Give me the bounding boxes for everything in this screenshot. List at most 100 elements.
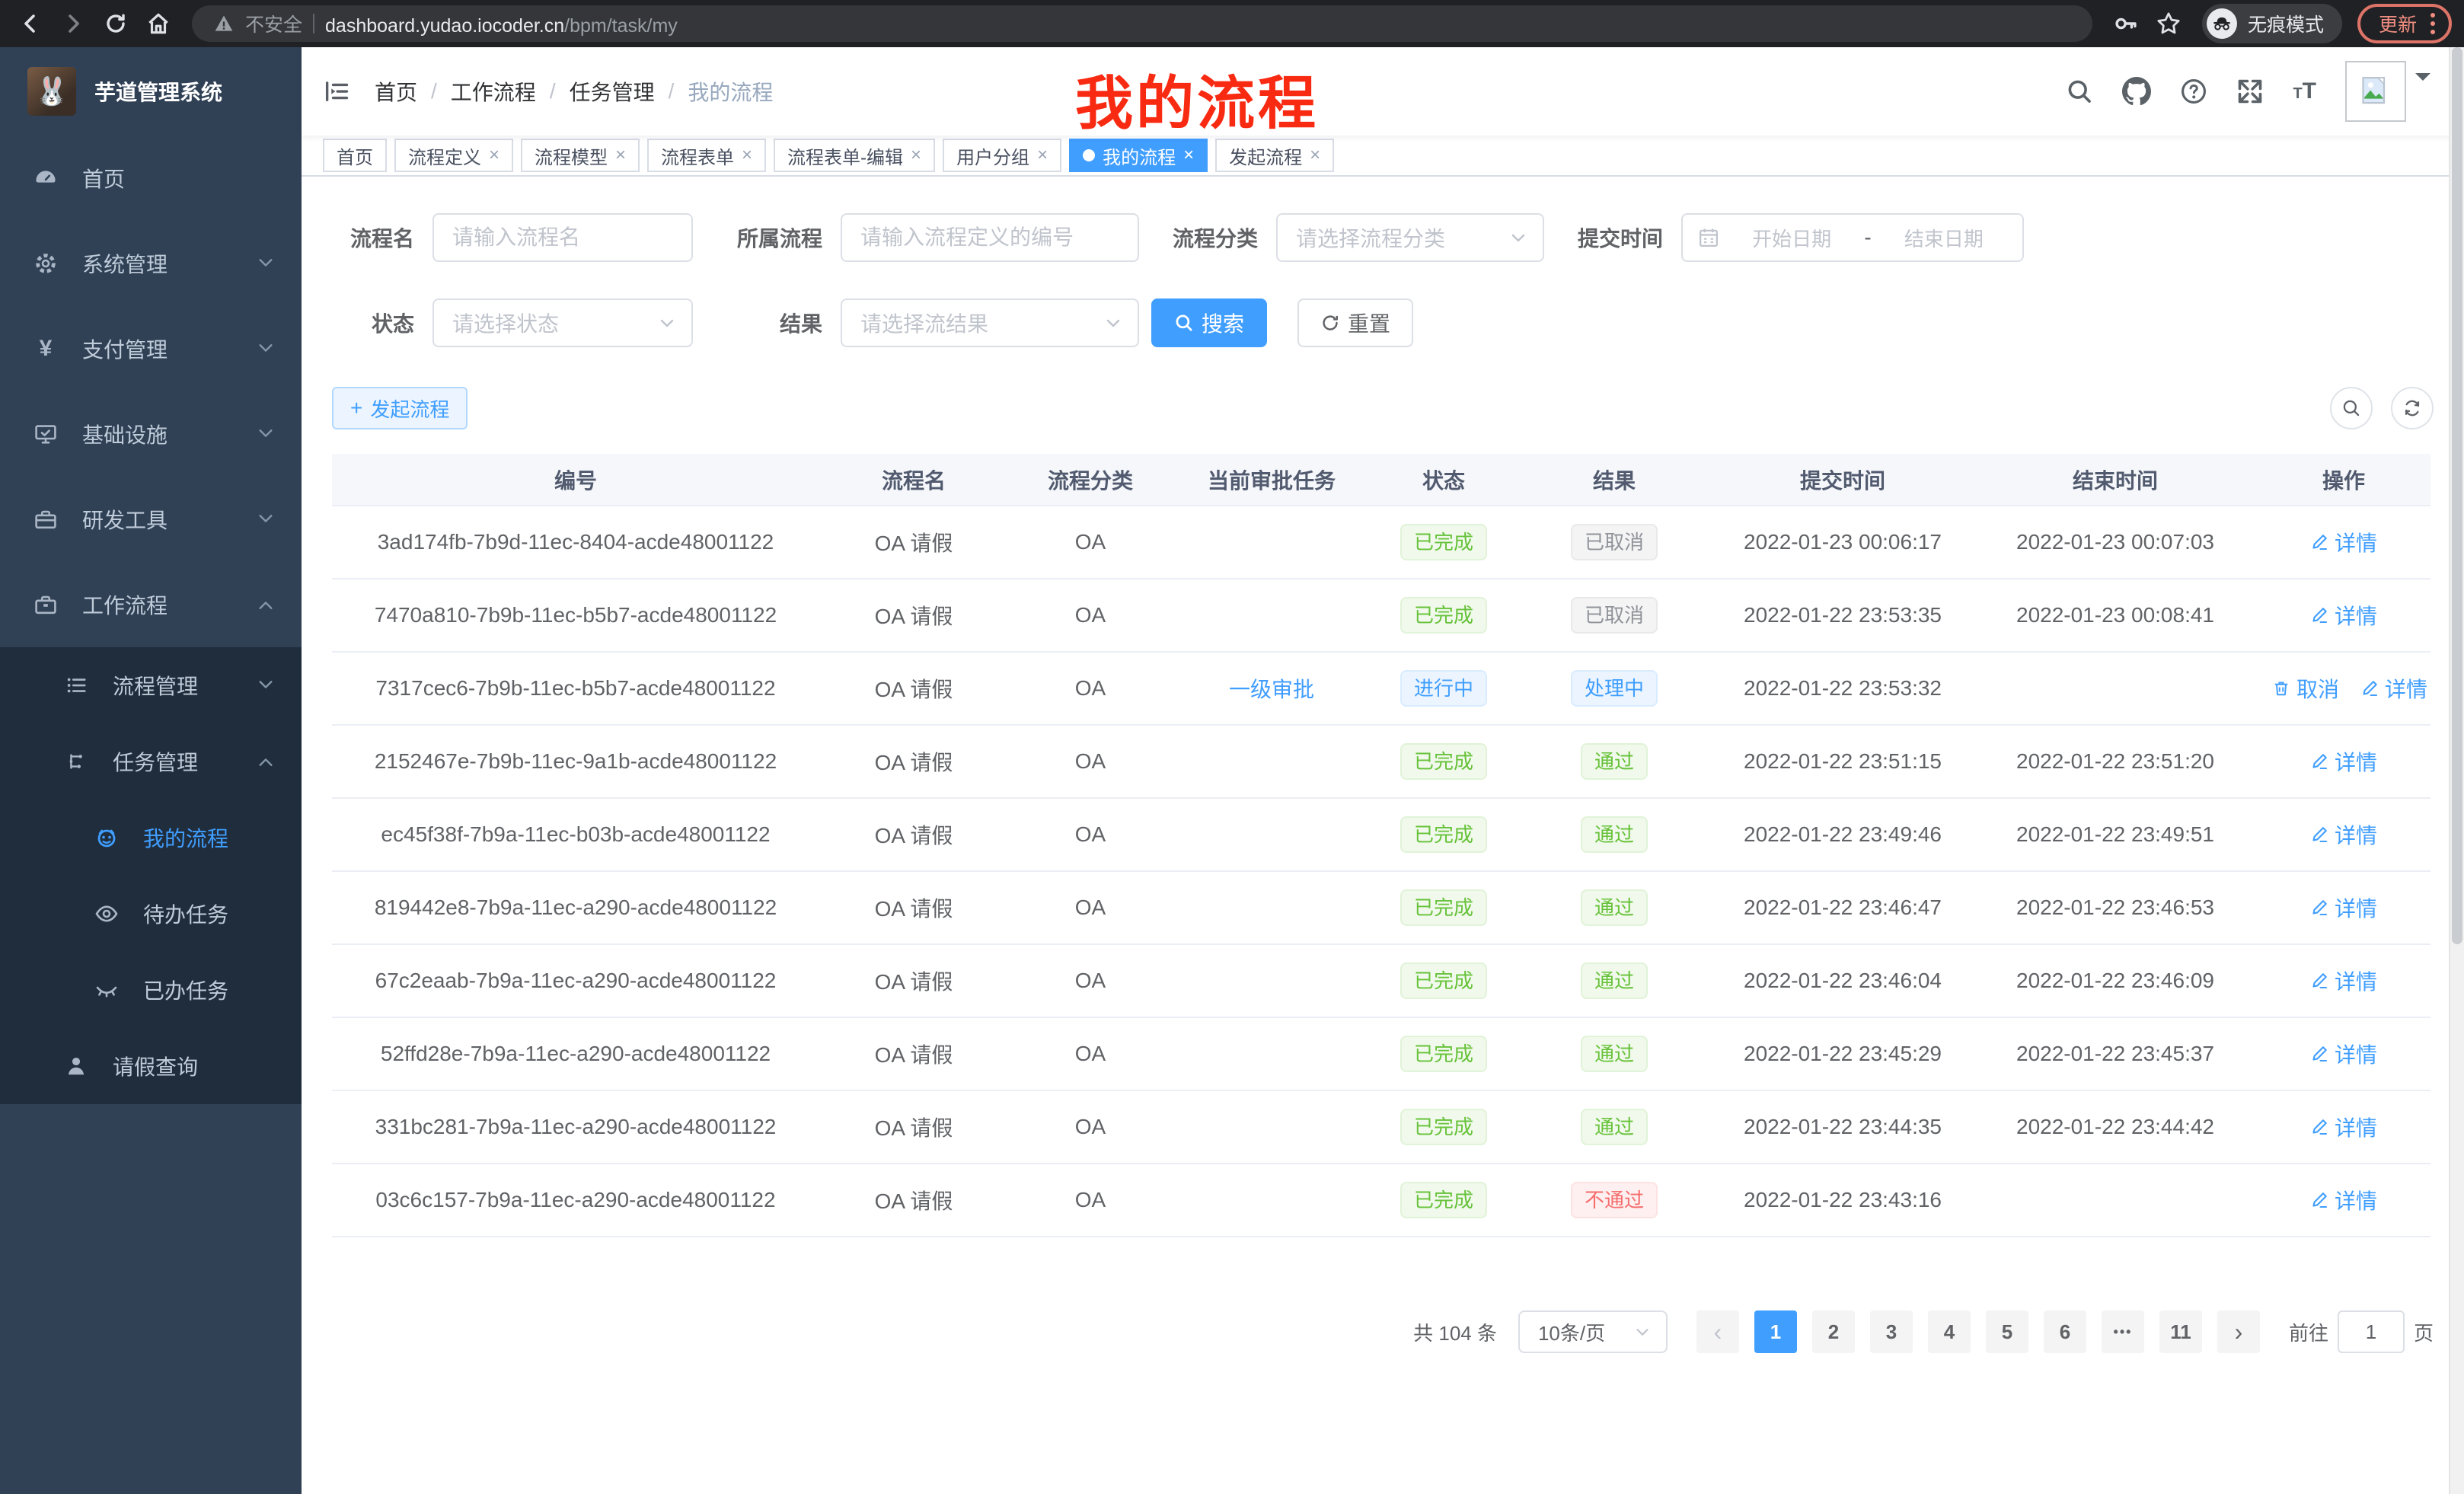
font-size-icon[interactable]: TT — [2293, 78, 2316, 104]
help-icon[interactable] — [2180, 78, 2207, 105]
close-icon[interactable]: × — [1310, 145, 1321, 165]
sidebar-item-done-tasks[interactable]: 已办任务 — [0, 952, 302, 1028]
avatar-caret-icon[interactable] — [2415, 73, 2430, 88]
close-icon[interactable]: × — [489, 145, 500, 165]
cell-id: 2152467e-7b9b-11ec-9a1b-acde48001122 — [332, 725, 819, 799]
scrollbar-thumb[interactable] — [2452, 47, 2462, 944]
security-label[interactable]: 不安全 — [245, 14, 303, 36]
status-select[interactable]: 请选择状态 — [432, 298, 693, 347]
tab-user-group[interactable]: 用户分组 × — [943, 139, 1062, 172]
page-button-11[interactable]: 11 — [2159, 1310, 2202, 1353]
password-key-icon[interactable] — [2108, 5, 2144, 42]
table-row: 819442e8-7b9a-11ec-a290-acde48001122 OA … — [332, 871, 2430, 945]
app-logo-row[interactable]: 🐰 芋道管理系统 — [0, 47, 302, 136]
result-badge: 通过 — [1580, 1109, 1648, 1145]
sidebar-item-home[interactable]: 首页 — [0, 136, 302, 221]
next-page-button[interactable]: › — [2217, 1310, 2260, 1353]
close-icon[interactable]: × — [1037, 145, 1048, 165]
page-size-select[interactable]: 10条/页 — [1518, 1310, 1668, 1353]
result-badge: 通过 — [1580, 889, 1648, 926]
search-icon[interactable] — [2066, 78, 2093, 105]
status-badge: 已完成 — [1400, 524, 1487, 560]
fullscreen-icon[interactable] — [2236, 78, 2264, 105]
page-button-3[interactable]: 3 — [1869, 1310, 1913, 1353]
sidebar-item-infrastructure[interactable]: 基础设施 — [0, 391, 302, 477]
tab-process-form[interactable]: 流程表单 × — [647, 139, 767, 172]
sidebar-item-payment[interactable]: ¥ 支付管理 — [0, 306, 302, 391]
goto-page-input[interactable] — [2337, 1310, 2405, 1353]
total-count: 共 104 条 — [1413, 1321, 1497, 1345]
page-button-2[interactable]: 2 — [1811, 1310, 1855, 1353]
avatar[interactable] — [2345, 61, 2406, 122]
url-divider — [313, 14, 315, 34]
browser-forward-button[interactable] — [55, 5, 91, 42]
tab-my-process[interactable]: 我的流程 × — [1069, 139, 1208, 172]
close-icon[interactable]: × — [615, 145, 627, 165]
address-bar[interactable]: 不安全 dashboard.yudao.iocoder.cn/bpm/task/… — [192, 5, 2092, 42]
browser-back-button[interactable] — [12, 5, 49, 42]
start-process-button[interactable]: + 发起流程 — [332, 387, 468, 429]
close-icon[interactable]: × — [911, 145, 922, 165]
refresh-button[interactable] — [2391, 387, 2434, 429]
show-search-button[interactable] — [2330, 387, 2373, 429]
sidebar-item-workflow[interactable]: 工作流程 — [0, 562, 302, 647]
tab-start-process[interactable]: 发起流程 × — [1215, 139, 1335, 172]
goto-suffix: 页 — [2413, 1321, 2434, 1345]
detail-button[interactable]: 详情 — [2310, 600, 2377, 630]
cancel-button[interactable]: 取消 — [2272, 673, 2339, 704]
detail-button[interactable]: 详情 — [2310, 819, 2377, 850]
detail-button[interactable]: 详情 — [2310, 746, 2377, 777]
breadcrumb-workflow[interactable]: 工作流程 — [450, 81, 536, 104]
tab-process-model[interactable]: 流程模型 × — [521, 139, 640, 172]
page-scrollbar[interactable] — [2449, 47, 2464, 1494]
detail-button[interactable]: 详情 — [2360, 673, 2427, 704]
detail-button[interactable]: 详情 — [2310, 892, 2377, 923]
prev-page-button[interactable]: ‹ — [1696, 1310, 1739, 1353]
detail-button[interactable]: 详情 — [2310, 1112, 2377, 1142]
update-label[interactable]: 更新 — [2378, 14, 2417, 36]
goto-label: 前往 — [2288, 1321, 2328, 1345]
current-task-link[interactable]: 一级审批 — [1228, 678, 1314, 701]
page-button-1[interactable]: 1 — [1754, 1310, 1797, 1353]
sidebar-item-task-management[interactable]: 任务管理 — [0, 723, 302, 800]
sidebar-item-process-management[interactable]: 流程管理 — [0, 647, 302, 723]
tab-home[interactable]: 首页 — [323, 139, 387, 172]
browser-update-button[interactable]: 更新 — [2357, 4, 2452, 43]
category-select[interactable]: 请选择流程分类 — [1276, 213, 1544, 262]
sidebar-item-my-process[interactable]: 我的流程 — [0, 800, 302, 876]
col-current-task: 当前审批任务 — [1173, 454, 1371, 506]
search-button[interactable]: 搜索 — [1151, 298, 1268, 347]
tab-process-form-edit[interactable]: 流程表单-编辑 × — [774, 139, 936, 172]
sidebar-item-devtools[interactable]: 研发工具 — [0, 477, 302, 562]
detail-button[interactable]: 详情 — [2310, 1039, 2377, 1069]
process-definition-input[interactable] — [841, 213, 1139, 262]
bookmark-star-icon[interactable] — [2150, 5, 2187, 42]
github-icon[interactable] — [2122, 77, 2152, 106]
sidebar-item-leave-query[interactable]: 请假查询 — [0, 1028, 302, 1104]
detail-button[interactable]: 详情 — [2310, 1185, 2377, 1215]
tab-process-definition[interactable]: 流程定义 × — [394, 139, 514, 172]
browser-reload-button[interactable] — [97, 5, 134, 42]
browser-home-button[interactable] — [140, 5, 177, 42]
reset-button[interactable]: 重置 — [1297, 298, 1414, 347]
breadcrumb-home[interactable]: 首页 — [375, 81, 418, 104]
close-icon[interactable]: × — [1183, 145, 1195, 165]
security-warning-icon[interactable] — [213, 13, 235, 34]
submit-time-range-picker[interactable]: 开始日期 - 结束日期 — [1681, 213, 2024, 262]
page-button-6[interactable]: 6 — [2043, 1310, 2086, 1353]
active-dot — [1083, 149, 1096, 161]
page-button-4[interactable]: 4 — [1927, 1310, 1971, 1353]
sidebar-item-system[interactable]: 系统管理 — [0, 221, 302, 306]
sidebar-toggle-icon[interactable] — [323, 78, 350, 105]
browser-menu-icon[interactable] — [2430, 13, 2435, 34]
sidebar-item-todo-tasks[interactable]: 待办任务 — [0, 876, 302, 952]
more-pages-button[interactable]: ••• — [2101, 1310, 2144, 1353]
detail-button[interactable]: 详情 — [2310, 527, 2377, 557]
chevron-up-icon — [257, 592, 274, 617]
process-name-input[interactable] — [432, 213, 693, 262]
result-select[interactable]: 请选择流结果 — [841, 298, 1139, 347]
page-button-5[interactable]: 5 — [1985, 1310, 2028, 1353]
breadcrumb-task-management[interactable]: 任务管理 — [569, 81, 655, 104]
detail-button[interactable]: 详情 — [2310, 966, 2377, 996]
close-icon[interactable]: × — [742, 145, 753, 165]
